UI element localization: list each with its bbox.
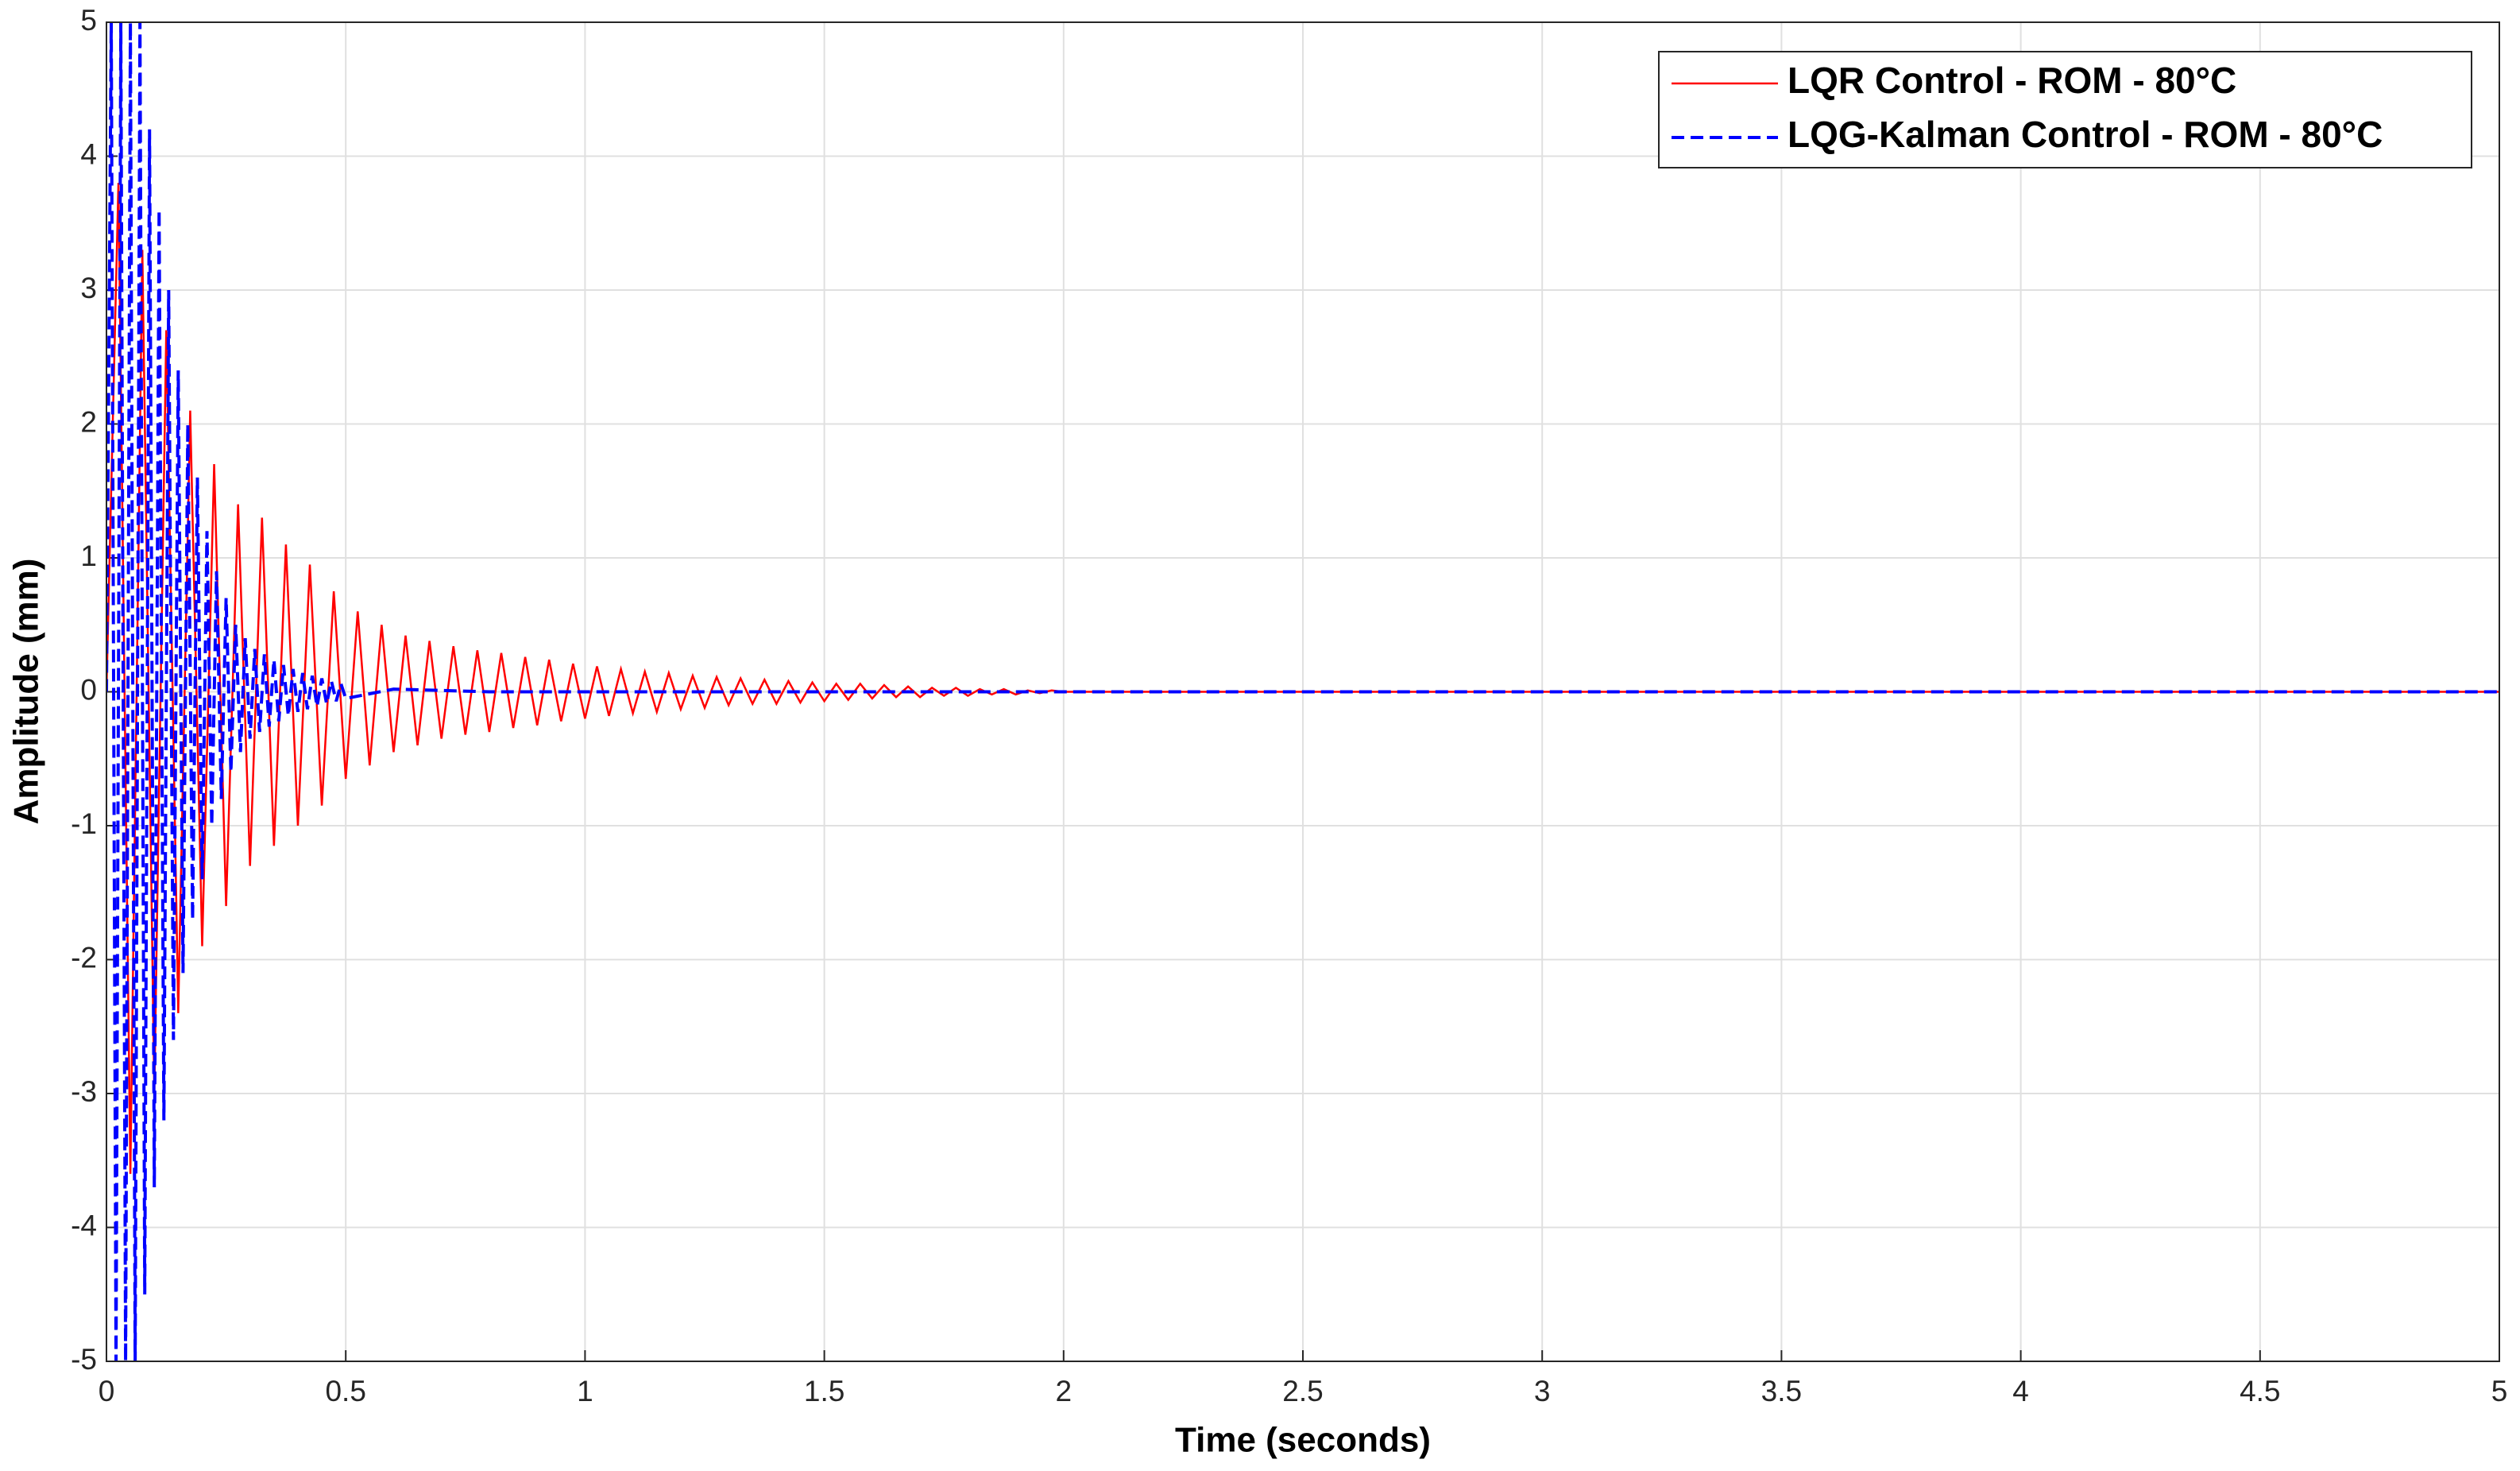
y-tick-label: -3 [71, 1075, 97, 1108]
x-tick-label: 1.5 [804, 1375, 845, 1407]
x-tick-label: 0 [99, 1375, 115, 1407]
y-tick-label: 3 [80, 272, 97, 304]
x-tick-label: 4 [2012, 1375, 2029, 1407]
x-axis-label: Time (seconds) [1175, 1421, 1431, 1460]
legend-label: LQG-Kalman Control - ROM - 80°C [1788, 114, 2383, 155]
x-tick-label: 4.5 [2240, 1375, 2280, 1407]
plot-frame [106, 21, 2500, 1362]
y-tick-label: 1 [80, 540, 97, 572]
x-tick-label: 0.5 [325, 1375, 365, 1407]
y-tick-label: 0 [80, 673, 97, 706]
legend-box [1658, 51, 2472, 168]
legend-label: LQR Control - ROM - 80°C [1788, 60, 2236, 101]
y-tick-label: 5 [80, 4, 97, 37]
x-tick-label: 3.5 [1761, 1375, 1802, 1407]
x-tick-label: 2.5 [1282, 1375, 1323, 1407]
y-tick-label: 4 [80, 137, 97, 170]
y-tick-label: -4 [71, 1209, 97, 1241]
y-tick-label: 2 [80, 405, 97, 438]
x-tick-label: 5 [2491, 1375, 2508, 1407]
x-tick-label: 1 [577, 1375, 593, 1407]
y-axis-label: Amplitude (mm) [7, 559, 46, 825]
legend: LQR Control - ROM - 80°C LQG-Kalman Contr… [1658, 51, 2472, 168]
x-tick-label: 3 [1534, 1375, 1551, 1407]
y-tick-label: -5 [71, 1343, 97, 1376]
x-tick-label: 2 [1056, 1375, 1073, 1407]
y-tick-label: -2 [71, 941, 97, 974]
y-tick-label: -1 [71, 807, 97, 840]
series-line [106, 22, 2499, 1361]
